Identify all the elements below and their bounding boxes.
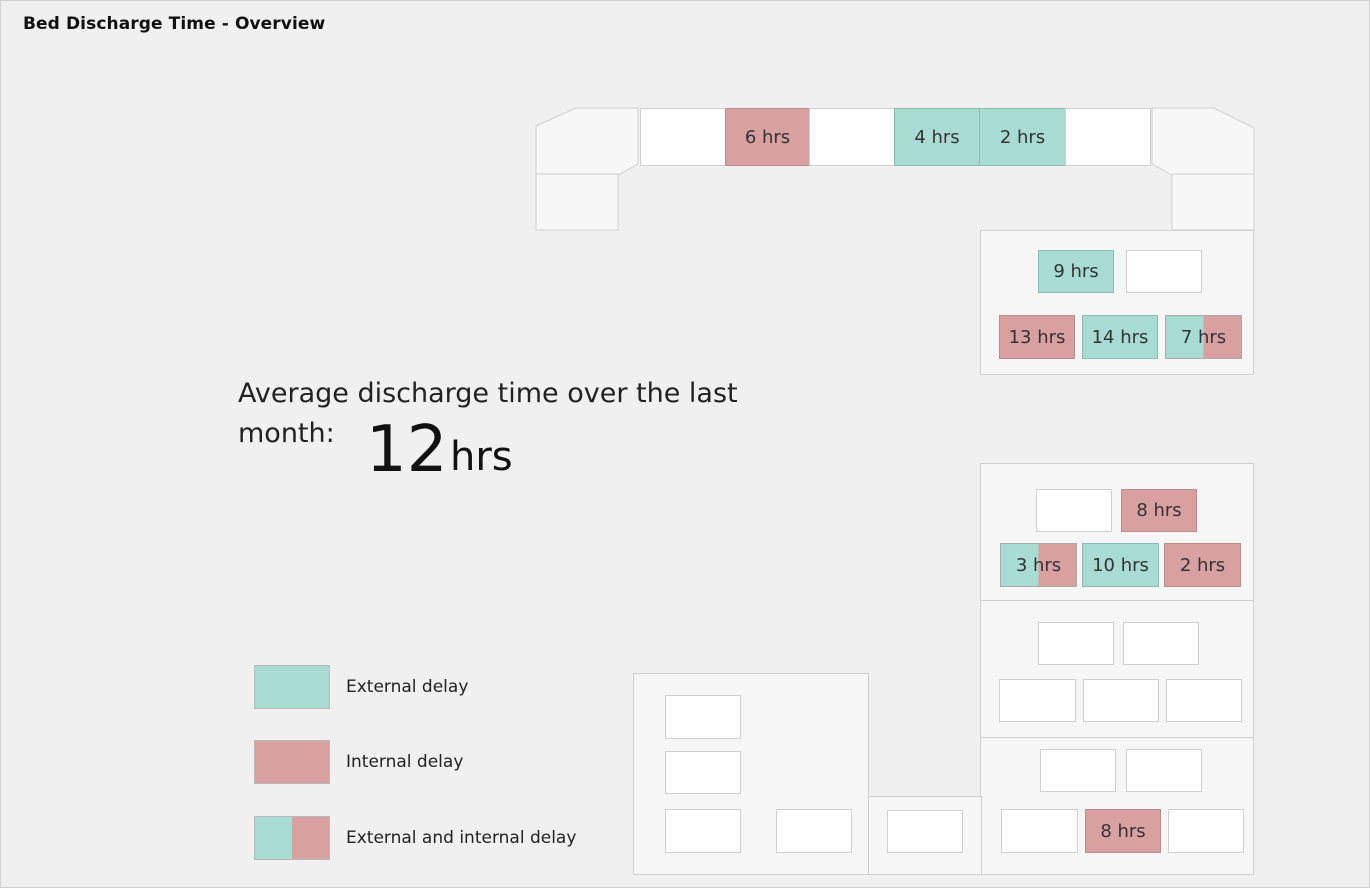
corridor-bed[interactable] (1065, 108, 1151, 166)
bed[interactable] (887, 810, 963, 853)
bed[interactable] (999, 679, 1076, 722)
bed[interactable] (1126, 250, 1202, 293)
ward-bottom-right: 8 hrs (980, 737, 1254, 875)
bed[interactable]: 2 hrs (1164, 543, 1241, 587)
bed[interactable] (1001, 809, 1078, 853)
bed[interactable] (665, 695, 741, 739)
legend-swatch-external (254, 665, 330, 709)
bed[interactable] (1040, 749, 1116, 792)
corridor-bed[interactable]: 6 hrs (725, 108, 810, 166)
legend-item-internal: Internal delay (254, 740, 463, 784)
page-title: Bed Discharge Time - Overview (23, 14, 326, 34)
bed[interactable]: 7 hrs (1165, 315, 1242, 359)
legend-label: External delay (346, 677, 469, 697)
bed[interactable] (1123, 622, 1199, 665)
corridor-outline (535, 107, 1255, 231)
bed[interactable] (665, 751, 741, 794)
average-value: 12 (366, 413, 448, 487)
bed[interactable] (1168, 809, 1244, 853)
bed[interactable] (1038, 622, 1114, 665)
bed[interactable]: 13 hrs (999, 315, 1075, 359)
bed[interactable] (1036, 489, 1112, 532)
corridor-bed[interactable] (809, 108, 895, 166)
legend-label: External and internal delay (346, 828, 577, 848)
bed[interactable]: 8 hrs (1121, 489, 1197, 532)
legend-item-both: External and internal delay (254, 816, 576, 860)
bed[interactable] (1083, 679, 1159, 722)
legend-swatch-both (254, 816, 330, 860)
legend-swatch-internal (254, 740, 330, 784)
bed[interactable] (776, 809, 852, 853)
bed[interactable] (1166, 679, 1242, 722)
bed[interactable]: 3 hrs (1000, 543, 1077, 587)
corridor-bed[interactable]: 2 hrs (979, 108, 1066, 166)
bed[interactable] (665, 809, 741, 853)
ward-upper-right: 9 hrs 13 hrs 14 hrs 7 hrs (980, 230, 1254, 375)
corridor-bed[interactable] (640, 108, 726, 166)
bed[interactable]: 14 hrs (1082, 315, 1158, 359)
corridor-bed[interactable]: 4 hrs (894, 108, 980, 166)
bed[interactable] (1126, 749, 1202, 792)
bed[interactable]: 8 hrs (1085, 809, 1161, 853)
bed[interactable]: 10 hrs (1082, 543, 1159, 587)
ward-bottom-middle (868, 796, 982, 875)
ward-mid-right: 8 hrs 3 hrs 10 hrs 2 hrs (980, 463, 1254, 601)
average-unit: hrs (450, 434, 513, 480)
bed[interactable]: 9 hrs (1038, 250, 1114, 293)
ward-lower-right (980, 600, 1254, 738)
legend-item-external: External delay (254, 665, 468, 709)
ward-bottom-left (633, 673, 869, 875)
average-label: Average discharge time over the last mon… (238, 378, 738, 449)
legend-label: Internal delay (346, 752, 464, 772)
